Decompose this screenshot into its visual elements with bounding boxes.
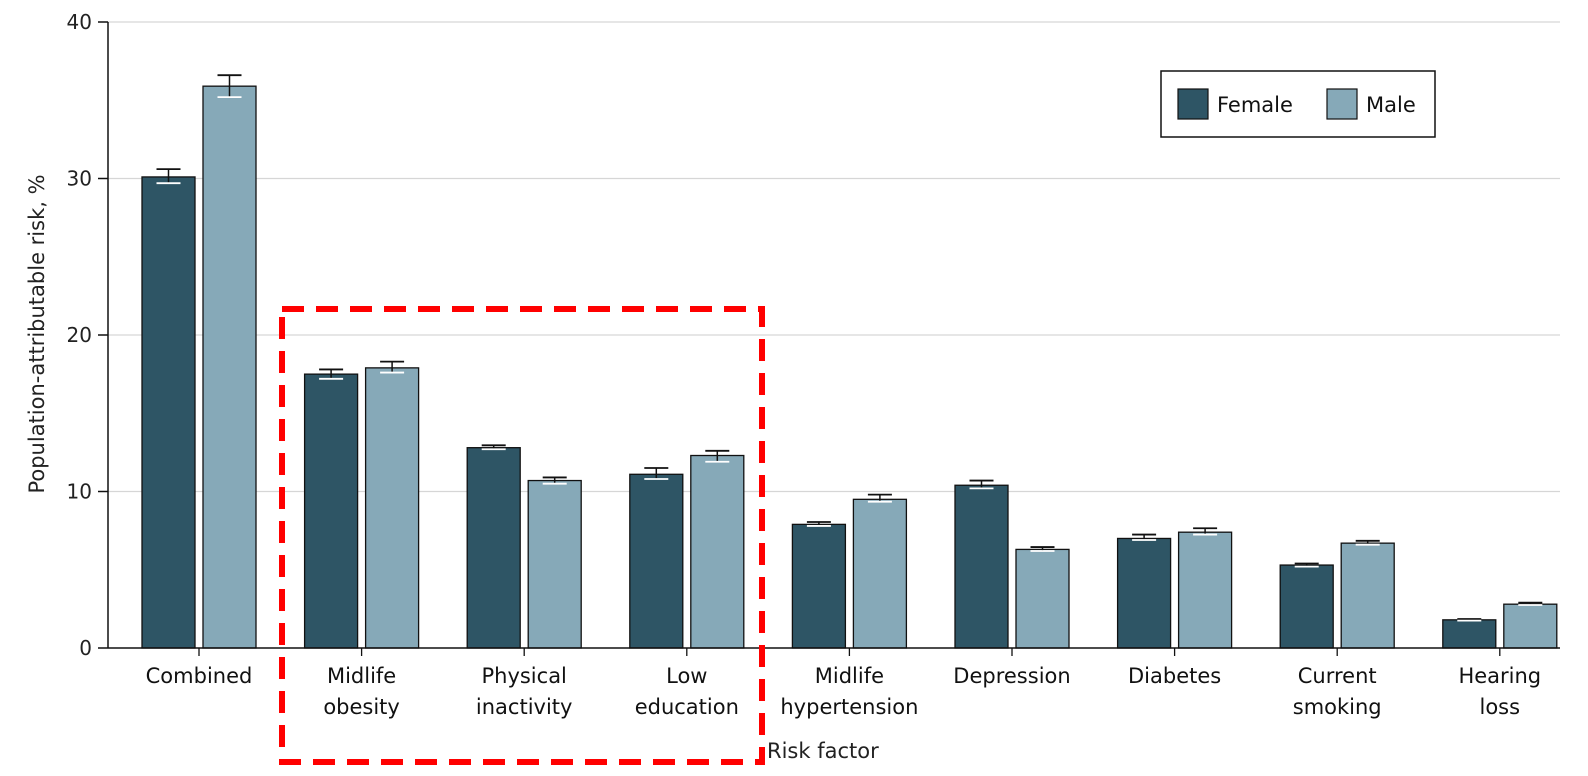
bar-female bbox=[303, 373, 359, 649]
highlight-dashed-box bbox=[279, 306, 765, 765]
legend-swatch-male bbox=[1326, 88, 1358, 120]
category-label: Midlife obesity bbox=[323, 664, 400, 719]
y-axis-title: Population-attributable risk, % bbox=[25, 174, 49, 493]
bar-male bbox=[364, 367, 420, 649]
bar-female bbox=[1279, 564, 1334, 649]
bar-male bbox=[1177, 531, 1233, 649]
category-label: Low education bbox=[635, 664, 739, 719]
legend-label-male: Male bbox=[1366, 93, 1416, 117]
category-label: Midlife hypertension bbox=[780, 664, 918, 719]
legend-label-female: Female bbox=[1217, 93, 1293, 117]
category-label: Physical inactivity bbox=[476, 664, 573, 719]
bar-female bbox=[466, 447, 521, 649]
category-label: Current smoking bbox=[1293, 664, 1382, 719]
bar-male bbox=[690, 454, 745, 649]
bar-male bbox=[527, 479, 582, 649]
bar-female bbox=[141, 176, 196, 649]
category-label: Combined bbox=[146, 664, 253, 688]
category-label: Hearing loss bbox=[1458, 664, 1541, 719]
bar-female bbox=[629, 473, 684, 649]
category-label: Depression bbox=[953, 664, 1070, 688]
bar-male bbox=[1340, 542, 1395, 649]
y-tick-label: 10 bbox=[67, 480, 92, 504]
y-tick-label: 20 bbox=[67, 323, 92, 347]
gridlines bbox=[108, 21, 1560, 493]
x-axis-categories: Combined Midlife obesity Physical inactivity… bbox=[146, 648, 1541, 719]
bar-female bbox=[1116, 537, 1172, 649]
category-label: Diabetes bbox=[1128, 664, 1221, 688]
bar-male bbox=[1015, 548, 1070, 649]
bar-male bbox=[852, 498, 908, 649]
bar-male bbox=[202, 85, 257, 649]
bar-female bbox=[791, 523, 847, 649]
y-tick-label: 30 bbox=[67, 167, 92, 191]
y-tick-label: 40 bbox=[67, 10, 92, 34]
y-tick-label: 0 bbox=[79, 636, 92, 660]
bar-female bbox=[954, 484, 1009, 649]
bar-female bbox=[1442, 619, 1497, 649]
y-axis: 0 10 20 30 40 bbox=[67, 10, 1560, 660]
bars bbox=[141, 74, 1558, 649]
bar-male bbox=[1503, 603, 1558, 649]
legend: Female Male bbox=[1160, 70, 1436, 138]
x-axis-title: Risk factor bbox=[767, 739, 879, 763]
legend-swatch-female bbox=[1177, 88, 1209, 120]
